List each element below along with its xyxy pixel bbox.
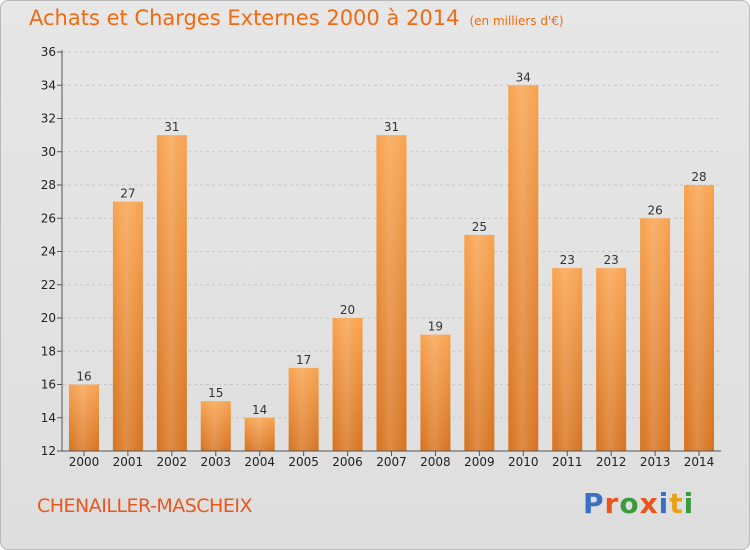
bar-shine xyxy=(244,417,275,451)
x-tick-label: 2005 xyxy=(288,455,319,469)
x-tick-label: 2004 xyxy=(244,455,275,469)
y-tick-label: 20 xyxy=(41,311,56,325)
chart-title-text: Achats et Charges Externes 2000 à 2014 xyxy=(29,6,460,30)
bar-value-label: 15 xyxy=(208,386,223,400)
labels: 12 14 16 18 20 22 24 26 28 30 32 34 36 16 2000 27 2001 31… xyxy=(41,45,715,469)
commune-name: CHENAILLER-MASCHEIX xyxy=(37,495,252,517)
x-tick-label: 2003 xyxy=(200,455,231,469)
y-tick-label: 22 xyxy=(41,278,56,292)
y-tick-label: 18 xyxy=(41,344,56,358)
bar-value-label: 31 xyxy=(384,120,399,134)
bar-value-label: 23 xyxy=(560,253,575,267)
x-tick-label: 2012 xyxy=(596,455,627,469)
bar-shine xyxy=(552,268,583,451)
x-tick-label: 2013 xyxy=(640,455,671,469)
bar-shine xyxy=(112,201,143,451)
bar-shine xyxy=(332,318,363,451)
bar-value-label: 16 xyxy=(76,370,91,384)
x-tick-label: 2014 xyxy=(684,455,715,469)
bar-value-label: 23 xyxy=(604,253,619,267)
y-tick-label: 24 xyxy=(41,245,56,259)
x-tick-label: 2007 xyxy=(376,455,407,469)
y-tick-label: 14 xyxy=(41,411,56,425)
bar-value-label: 26 xyxy=(647,203,662,217)
logo-letter: i xyxy=(683,487,695,520)
bar-shine xyxy=(640,218,671,451)
logo-letter: x xyxy=(639,487,659,520)
x-tick-label: 2001 xyxy=(113,455,144,469)
bar-value-label: 25 xyxy=(472,220,487,234)
y-tick-label: 32 xyxy=(41,112,56,126)
logo-letter: o xyxy=(619,487,640,520)
x-tick-label: 2011 xyxy=(552,455,583,469)
x-tick-label: 2000 xyxy=(69,455,100,469)
bar-shine xyxy=(464,234,495,451)
y-tick-label: 26 xyxy=(41,211,56,225)
logo-letter: r xyxy=(604,487,620,520)
y-tick-label: 30 xyxy=(41,145,56,159)
bar-shine xyxy=(508,85,539,451)
axes xyxy=(57,50,721,456)
y-tick-label: 16 xyxy=(41,378,56,392)
bar-value-label: 19 xyxy=(428,320,443,334)
chart-title-unit: (en milliers d'€) xyxy=(469,14,564,28)
bar-shine xyxy=(288,367,319,451)
y-tick-label: 34 xyxy=(41,78,56,92)
bars xyxy=(68,85,715,451)
bar-value-label: 27 xyxy=(120,187,135,201)
bar-value-label: 34 xyxy=(516,70,531,84)
bar-value-label: 17 xyxy=(296,353,311,367)
bar-value-label: 14 xyxy=(252,403,267,417)
bar-shine xyxy=(596,268,627,451)
logo-letter: i xyxy=(658,487,670,520)
bar-shine xyxy=(420,334,451,451)
bar-value-label: 28 xyxy=(691,170,706,184)
bar-shine xyxy=(684,185,715,451)
x-tick-label: 2006 xyxy=(332,455,363,469)
proxiti-logo: Proxiti xyxy=(583,487,694,520)
bar-value-label: 31 xyxy=(164,120,179,134)
x-tick-label: 2008 xyxy=(420,455,451,469)
y-tick-label: 12 xyxy=(41,444,56,458)
y-tick-label: 36 xyxy=(41,45,56,59)
y-tick-label: 28 xyxy=(41,178,56,192)
bar-value-label: 20 xyxy=(340,303,355,317)
logo-letter: P xyxy=(583,487,605,520)
x-tick-label: 2009 xyxy=(464,455,495,469)
chart-title: Achats et Charges Externes 2000 à 2014 (e… xyxy=(29,6,564,30)
logo-letter: t xyxy=(669,487,684,520)
bar-shine xyxy=(68,384,99,451)
bar-shine xyxy=(156,135,187,451)
bar-shine xyxy=(376,135,407,451)
x-tick-label: 2002 xyxy=(157,455,188,469)
x-tick-label: 2010 xyxy=(508,455,539,469)
bar-shine xyxy=(200,401,231,451)
